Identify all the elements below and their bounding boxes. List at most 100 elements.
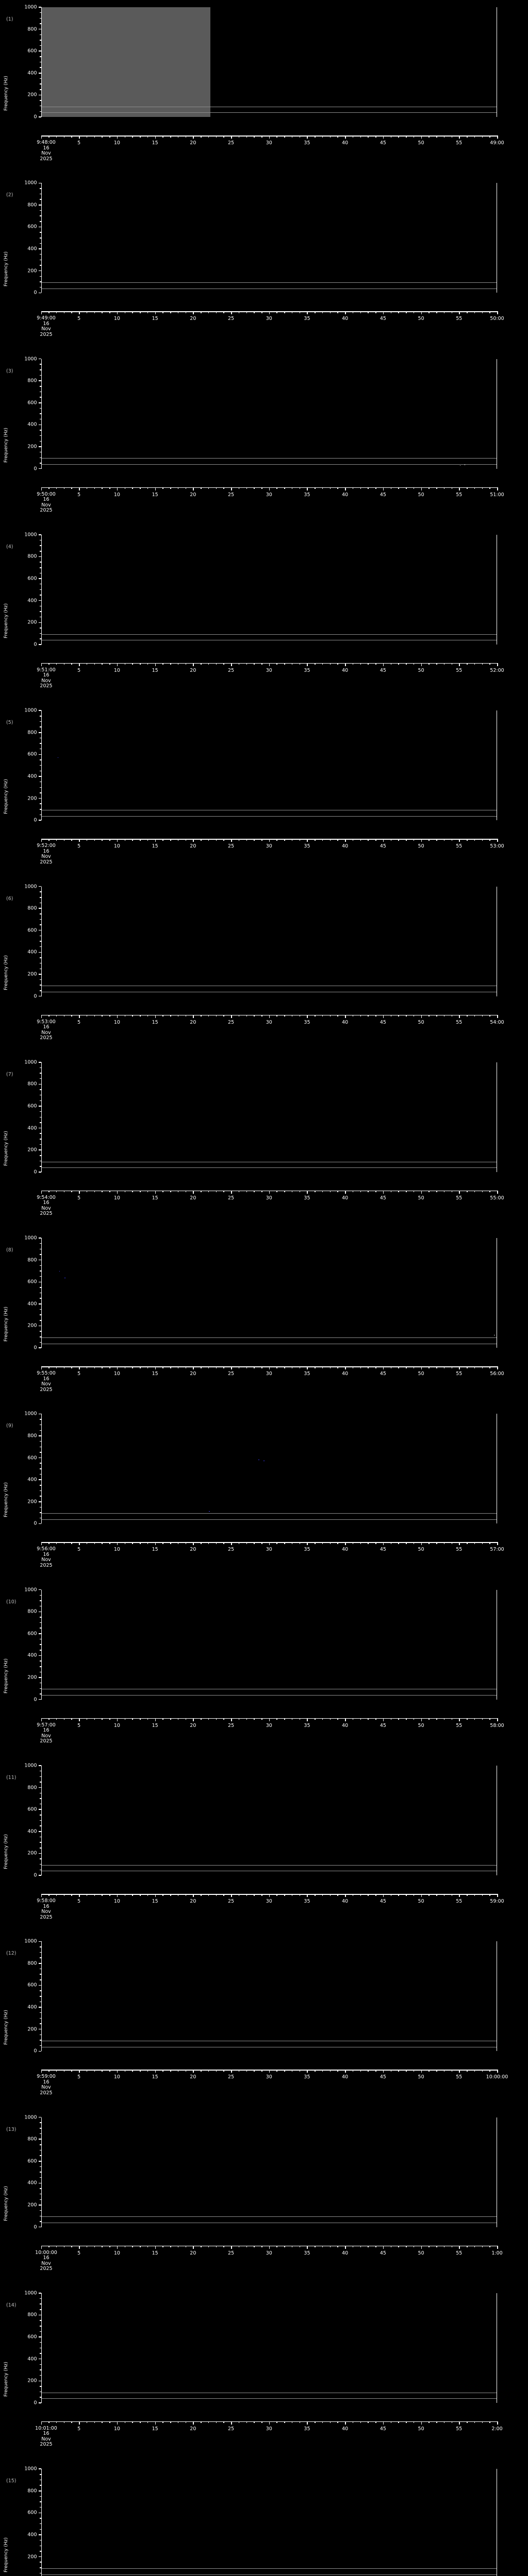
x-minor-tick [284,2070,285,2072]
x-major-tick [269,1894,270,1897]
y-minor-tick [39,1440,41,1442]
x-tick-label: 35 [304,1019,310,1025]
x-minor-tick [124,487,126,489]
x-minor-tick [291,839,293,841]
x-minor-tick [398,2070,399,2072]
x-tick-label: 30 [266,1722,272,1728]
y-minor-tick [39,1946,41,1947]
x-major-tick [117,1894,118,1897]
x-minor-tick [102,1014,103,1016]
x-major-tick [193,1366,194,1370]
y-minor-tick [39,891,41,892]
x-major-tick [41,1542,42,1546]
x-major-tick [383,1542,384,1546]
x-major-tick [307,1190,308,1194]
y-tick-label: 0 [34,2400,37,2406]
x-major-tick [459,1190,460,1194]
y-tick-label: 0 [34,466,37,472]
y-tick-label: 0 [34,114,37,120]
y-tick [38,2007,41,2008]
plot-area [42,534,497,645]
y-minor-tick [39,1693,41,1694]
y-minor-tick [39,1067,41,1069]
x-minor-tick [390,135,392,138]
x-minor-tick [71,663,72,665]
gridline [42,1695,497,1696]
x-minor-tick [299,1190,301,1193]
x-major-tick [459,1366,460,1370]
x-tick-label: 45 [380,492,386,498]
x-minor-tick [474,311,475,313]
x-minor-tick [406,1014,407,1016]
x-minor-tick [185,311,187,313]
x-major-tick [383,2070,384,2073]
x-minor-tick [489,1718,490,1720]
x-minor-tick [254,2070,255,2072]
y-tick [38,1985,41,1986]
x-minor-tick [368,2421,369,2424]
y-tick-label: 600 [27,1103,37,1109]
x-major-tick [117,839,118,842]
x-minor-tick [246,487,248,489]
y-minor-tick [39,1298,41,1299]
x-minor-tick [261,1894,262,1896]
x-tick-label: 20 [190,1547,196,1553]
x-minor-tick [86,1190,88,1193]
x-major-tick [41,1894,42,1897]
x-tick-label: 50 [418,1019,424,1025]
y-tick [38,1457,41,1459]
x-minor-tick [443,663,445,665]
y-tick [38,2314,41,2316]
x-minor-tick [398,663,399,665]
x-minor-tick [451,2245,453,2248]
data-marker [464,464,466,465]
x-tick-label: 35 [304,2426,310,2432]
x-start-datetime-label: 9:55:00 16 Nov 2025 [37,1370,56,1393]
x-major-tick [41,1190,42,1194]
x-end-label: 10:00:00 [486,2074,508,2080]
x-minor-tick [352,2421,354,2424]
x-minor-tick [170,1894,171,1896]
x-minor-tick [56,1190,57,1193]
x-minor-tick [474,2245,475,2248]
y-minor-tick [39,2040,41,2041]
x-major-tick [193,1718,194,1721]
y-minor-tick [39,611,41,612]
x-minor-tick [63,663,65,665]
x-minor-tick [276,839,277,841]
x-major-tick [421,2070,422,2073]
x-tick-label: 35 [304,843,310,850]
data-marker [263,1460,265,1462]
panel-number: (8) [6,1247,13,1253]
x-minor-tick [291,663,293,665]
x-minor-tick [284,1542,285,1544]
x-tick-label: 15 [152,2250,158,2256]
y-minor-tick [39,1671,41,1673]
x-minor-tick [428,2421,430,2424]
x-tick-label: 30 [266,2426,272,2432]
x-minor-tick [390,2421,392,2424]
y-minor-tick [39,67,41,68]
panel-number: (1) [6,16,13,22]
y-minor-tick [39,286,41,288]
x-minor-tick [261,2070,262,2072]
y-minor-tick [39,1100,41,1101]
y-tick [38,2468,41,2469]
x-major-tick [117,1190,118,1194]
y-minor-tick [39,2133,41,2134]
x-minor-tick [48,2070,50,2072]
x-minor-tick [413,135,415,138]
y-minor-tick [39,243,41,244]
y-tick-label: 200 [27,1850,37,1856]
y-minor-tick [39,743,41,744]
y-minor-tick [39,589,41,590]
x-minor-tick [489,663,490,665]
y-minor-tick [39,418,41,420]
x-major-tick [459,2070,460,2073]
x-end-label: 57:00 [490,1547,504,1553]
x-minor-tick [360,1718,361,1720]
x-minor-tick [63,487,65,489]
x-minor-tick [147,1894,148,1896]
y-minor-tick [39,100,41,101]
y-tick-label: 1000 [24,1235,37,1241]
